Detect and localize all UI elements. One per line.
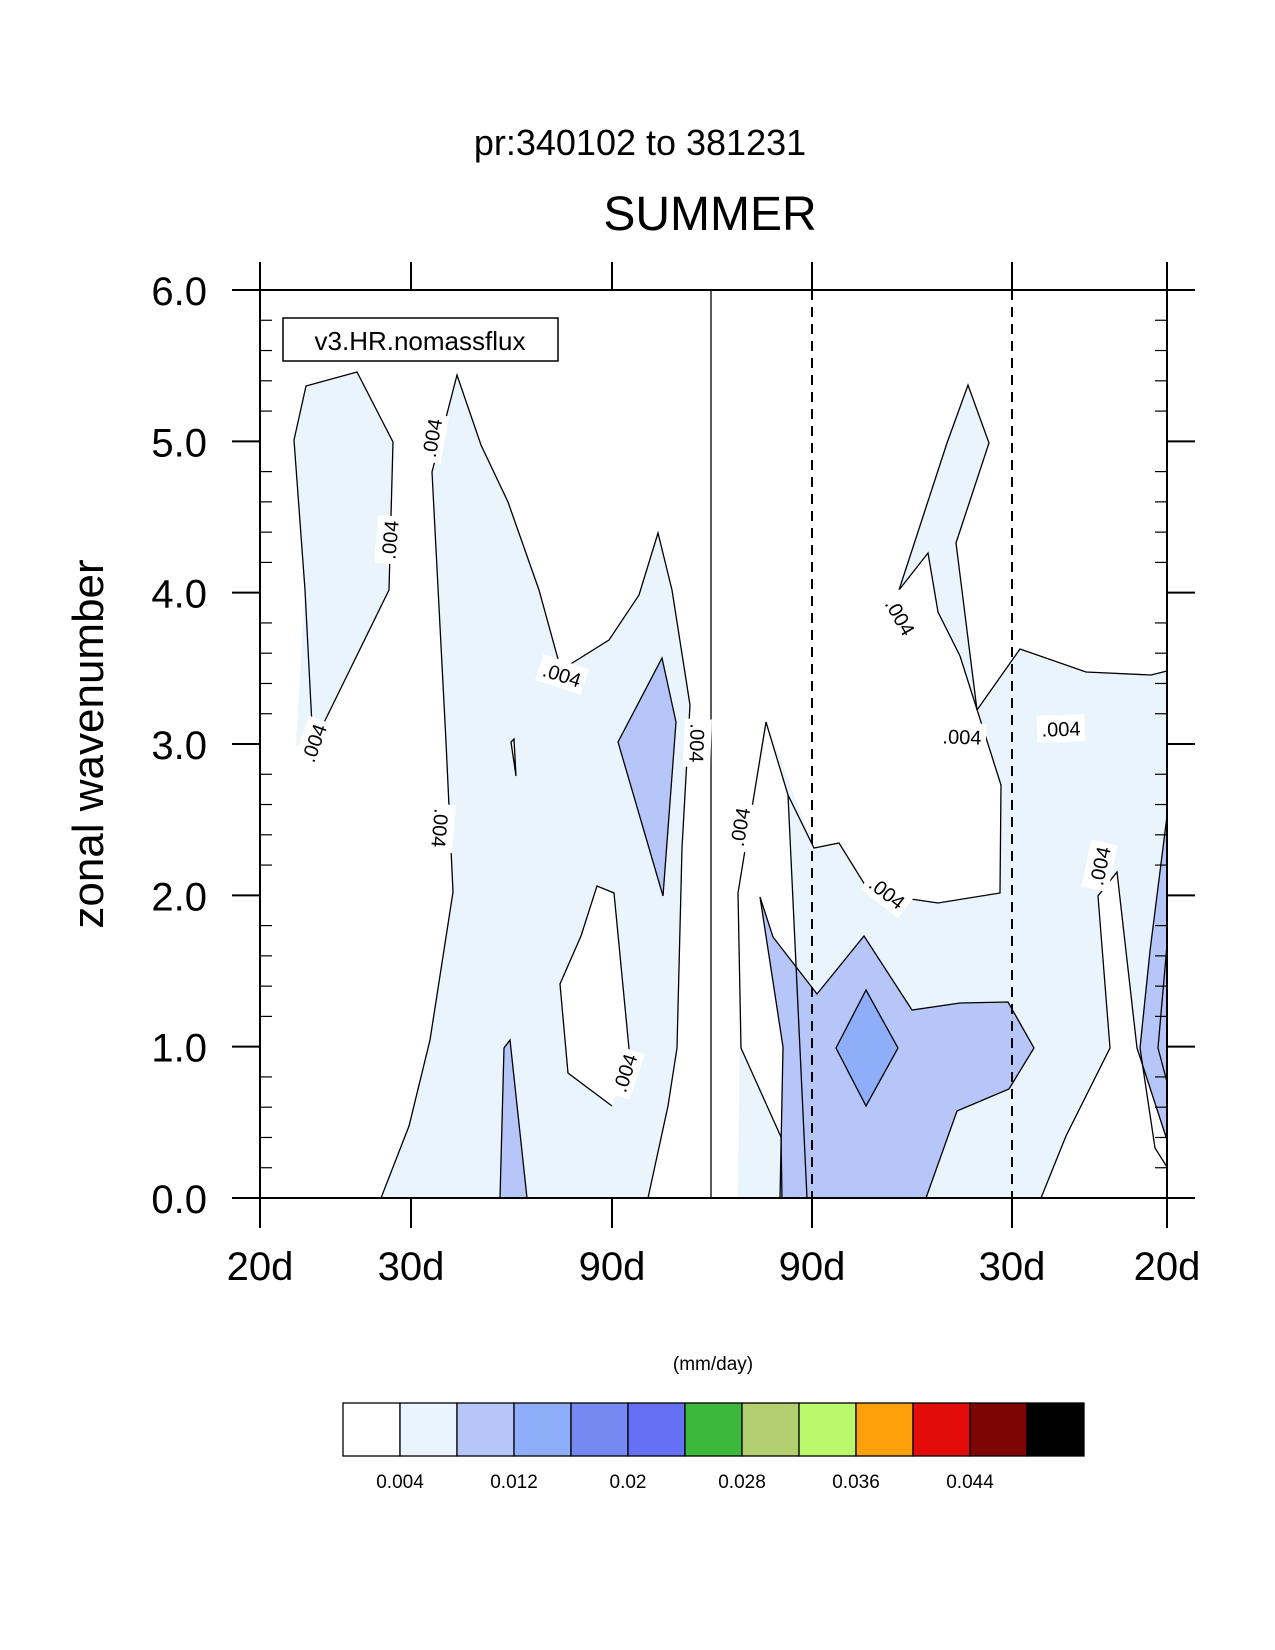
- contour-line: [787, 794, 808, 1199]
- colorbar: 0.004 0.012 0.02 0.028 0.036 0.044: [342, 1402, 1085, 1493]
- contour-line: [559, 885, 631, 1107]
- colorbar-swatch: [969, 1402, 1028, 1457]
- y-tick-label: 1.0: [151, 1027, 207, 1071]
- colorbar-swatch: [798, 1402, 857, 1457]
- contour-line: [835, 988, 899, 1108]
- contour-line: [737, 655, 1002, 1199]
- colorbar-swatch: [627, 1402, 686, 1457]
- contour-label-text: .004: [1041, 718, 1081, 741]
- colorbar-label: 0.044: [946, 1472, 994, 1493]
- contour-label: .004: [683, 718, 712, 768]
- chart-subtitle: pr:340102 to 381231: [474, 122, 806, 163]
- contour-line: [1139, 815, 1168, 1168]
- y-tick-label: 5.0: [151, 421, 207, 465]
- colorbar-label: 0.036: [832, 1472, 880, 1493]
- contour-label: .004: [373, 514, 406, 566]
- y-axis: 0.0 1.0 2.0 3.0 4.0 5.0 6.0: [151, 270, 1195, 1222]
- contour-line: [293, 371, 394, 746]
- contour-label-text: .004: [378, 520, 403, 561]
- legend-box: [282, 317, 559, 362]
- colorbar-swatch: [684, 1402, 743, 1457]
- legend-label: v3.HR.nomassflux: [315, 326, 526, 356]
- y-axis-label: zonal wavenumber: [64, 559, 113, 928]
- contour-label: .004: [937, 722, 987, 751]
- contour-fills: [294, 372, 1167, 1198]
- colorbar-swatch: [456, 1402, 515, 1457]
- colorbar-swatch: [741, 1402, 800, 1457]
- legend: v3.HR.nomassflux: [282, 317, 559, 362]
- contour-line: [560, 530, 691, 1199]
- x-tick-label: 90d: [579, 1245, 646, 1289]
- colorbar-swatch: [399, 1402, 458, 1457]
- y-tick-label: 4.0: [151, 573, 207, 617]
- contour-label: .004: [424, 802, 457, 854]
- x-tick-label: 30d: [979, 1245, 1046, 1289]
- colorbar-label: 0.028: [718, 1472, 766, 1493]
- contour-fill-region: [560, 886, 630, 1106]
- contour-lines: [293, 371, 1168, 1199]
- colorbar-label: 0.02: [610, 1472, 647, 1493]
- contour-line: [380, 372, 562, 1199]
- x-tick-label: 30d: [378, 1245, 445, 1289]
- contour-label: .004: [876, 589, 925, 645]
- contour-fill-region: [500, 1040, 527, 1198]
- contour-line: [510, 737, 517, 777]
- contour-line: [976, 648, 1168, 711]
- contour-line: [499, 1038, 528, 1199]
- contour-label-text: .004: [426, 808, 451, 849]
- colorbar-swatch: [912, 1402, 971, 1457]
- contour-line: [759, 896, 1035, 1199]
- y-tick-label: 2.0: [151, 875, 207, 919]
- contour-line: [1040, 870, 1168, 1199]
- contour-fill-region: [1041, 872, 1167, 1198]
- x-tick-label: 20d: [227, 1245, 294, 1289]
- contour-label: .004: [1036, 714, 1086, 743]
- colorbar-swatch: [1026, 1402, 1085, 1457]
- contour-label-text: .004: [942, 726, 982, 749]
- contour-label: .004: [414, 411, 449, 464]
- reference-lines: [710, 290, 1013, 1198]
- x-axis: 20d 30d 90d 90d 30d 20d: [227, 262, 1201, 1289]
- chart-title: SUMMER: [603, 188, 816, 241]
- x-tick-label: 90d: [779, 1245, 846, 1289]
- colorbar-swatch: [513, 1402, 572, 1457]
- colorbar-swatch: [570, 1402, 629, 1457]
- y-tick-label: 6.0: [151, 270, 207, 314]
- colorbar-label: 0.004: [376, 1472, 424, 1493]
- contour-fill-region: [294, 372, 393, 745]
- contour-line: [1157, 944, 1168, 1083]
- colorbar-swatch: [342, 1402, 401, 1457]
- contour-line: [617, 656, 677, 897]
- contour-fill-region: [1140, 816, 1167, 1198]
- colorbar-swatch: [855, 1402, 914, 1457]
- contour-label-text: .004: [684, 723, 707, 763]
- y-tick-label: 3.0: [151, 724, 207, 768]
- contour-fill-region: [618, 658, 676, 896]
- contour-line: [898, 383, 990, 711]
- colorbar-label: 0.012: [490, 1472, 538, 1493]
- contour-label: .004: [722, 800, 757, 853]
- x-tick-label: 20d: [1134, 1245, 1201, 1289]
- y-tick-label: 0.0: [151, 1178, 207, 1222]
- colorbar-units: (mm/day): [673, 1354, 753, 1375]
